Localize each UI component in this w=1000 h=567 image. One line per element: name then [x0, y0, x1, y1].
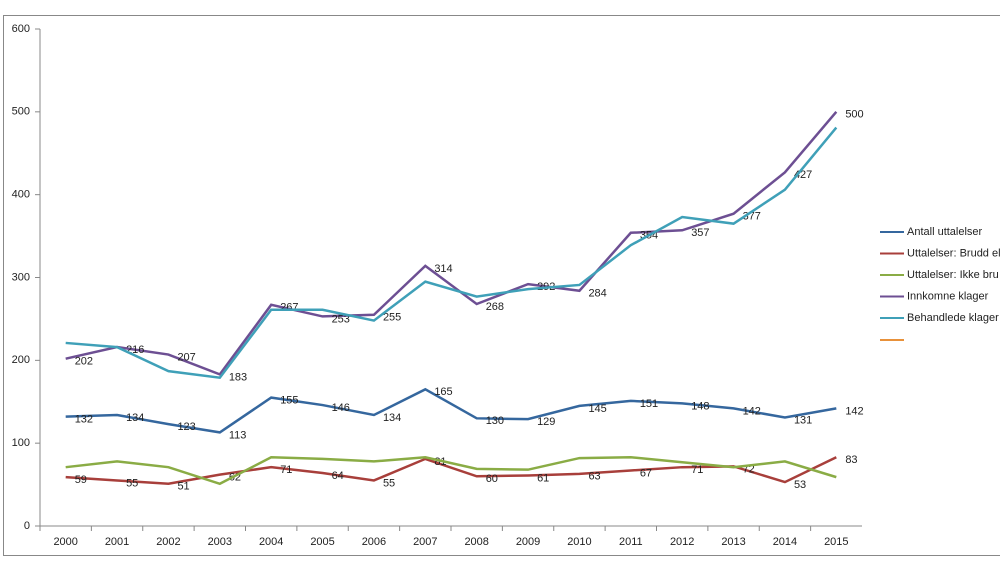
- y-tick-label: 0: [24, 520, 30, 532]
- x-tick-label: 2013: [721, 536, 745, 548]
- legend-label: Antall uttalelser: [907, 226, 983, 238]
- data-label: 129: [537, 416, 555, 428]
- data-label: 145: [588, 403, 606, 415]
- data-label: 284: [588, 288, 606, 300]
- x-tick-label: 2011: [619, 536, 643, 548]
- data-label: 268: [486, 301, 504, 313]
- data-label: 61: [537, 472, 549, 484]
- data-label: 500: [845, 109, 863, 121]
- y-tick-label: 600: [12, 23, 30, 35]
- legend-label: Uttalelser: Ikke bru: [907, 269, 999, 281]
- legend-label: Uttalelser: Brudd el: [907, 247, 1000, 259]
- data-label: 267: [280, 302, 298, 314]
- x-tick-label: 2000: [53, 536, 77, 548]
- chart-frame: [4, 16, 1000, 556]
- x-tick-label: 2005: [310, 536, 334, 548]
- data-label: 255: [383, 312, 401, 324]
- x-tick-label: 2002: [156, 536, 180, 548]
- data-label: 165: [434, 386, 452, 398]
- data-label: 64: [332, 470, 344, 482]
- data-label: 123: [177, 421, 195, 433]
- data-label: 146: [332, 402, 350, 414]
- x-tick-label: 2003: [208, 536, 232, 548]
- x-tick-label: 2014: [773, 536, 797, 548]
- data-label: 63: [588, 471, 600, 483]
- data-label: 83: [845, 454, 857, 466]
- y-tick-label: 400: [12, 189, 30, 201]
- series-line: [66, 128, 837, 378]
- data-label: 132: [75, 414, 93, 426]
- y-tick-label: 200: [12, 354, 30, 366]
- series-line: [66, 112, 837, 375]
- y-tick-label: 500: [12, 106, 30, 118]
- data-label: 59: [75, 474, 87, 486]
- data-label: 134: [126, 412, 144, 424]
- legend-label: Innkomne klager: [907, 290, 989, 302]
- legend-label: Behandlede klager: [907, 312, 999, 324]
- data-label: 55: [383, 477, 395, 489]
- data-label: 55: [126, 477, 138, 489]
- data-label: 130: [486, 415, 504, 427]
- data-label: 67: [640, 467, 652, 479]
- x-tick-label: 2009: [516, 536, 540, 548]
- data-label: 142: [743, 405, 761, 417]
- data-label: 71: [691, 464, 703, 476]
- x-tick-label: 2008: [464, 536, 488, 548]
- y-tick-label: 100: [12, 437, 30, 449]
- x-tick-label: 2006: [362, 536, 386, 548]
- x-tick-label: 2010: [567, 536, 591, 548]
- data-label: 183: [229, 371, 247, 383]
- data-label: 357: [691, 227, 709, 239]
- data-label: 60: [486, 473, 498, 485]
- x-tick-label: 2007: [413, 536, 437, 548]
- y-tick-label: 300: [12, 271, 30, 283]
- data-label: 71: [280, 464, 292, 476]
- data-label: 131: [794, 414, 812, 426]
- x-tick-label: 2004: [259, 536, 283, 548]
- data-label: 134: [383, 412, 401, 424]
- data-label: 151: [640, 398, 658, 410]
- data-label: 216: [126, 344, 144, 356]
- data-label: 142: [845, 405, 863, 417]
- data-label: 51: [177, 481, 189, 493]
- data-label: 207: [177, 351, 195, 363]
- data-label: 53: [794, 479, 806, 491]
- data-label: 113: [229, 429, 247, 441]
- x-tick-label: 2001: [105, 536, 129, 548]
- data-label: 202: [75, 356, 93, 368]
- data-label: 148: [691, 400, 709, 412]
- data-label: 314: [434, 263, 452, 275]
- x-tick-label: 2012: [670, 536, 694, 548]
- data-label: 155: [280, 395, 298, 407]
- x-tick-label: 2015: [824, 536, 848, 548]
